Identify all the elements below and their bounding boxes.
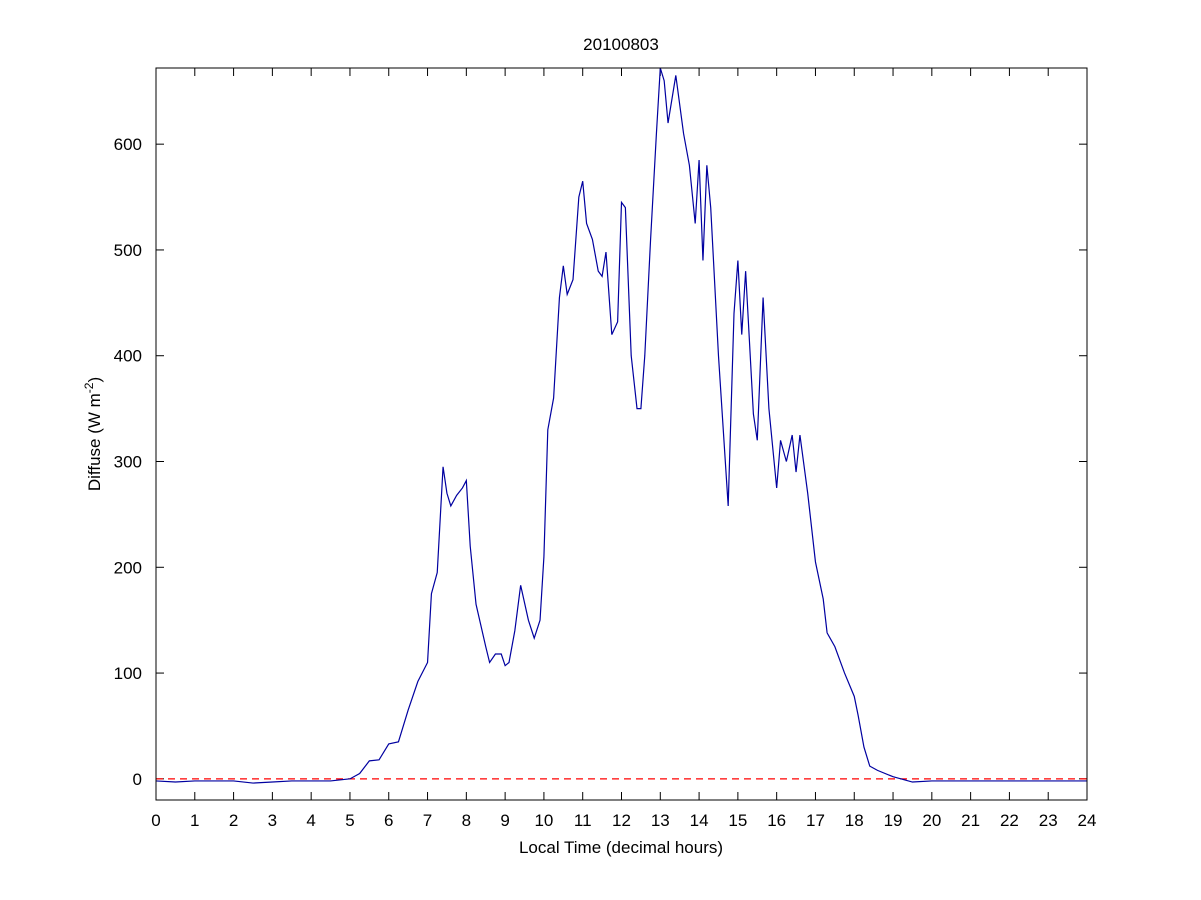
x-tick-label: 17 <box>806 811 825 830</box>
x-tick-label: 14 <box>690 811 709 830</box>
x-tick-label: 2 <box>229 811 238 830</box>
x-tick-label: 3 <box>268 811 277 830</box>
x-tick-label: 23 <box>1039 811 1058 830</box>
data-line <box>155 67 1087 784</box>
chart-title: 20100803 <box>583 35 659 54</box>
x-tick-label: 16 <box>767 811 786 830</box>
x-tick-label: 9 <box>500 811 509 830</box>
x-tick-label: 20 <box>922 811 941 830</box>
y-tick-label: 600 <box>114 135 142 154</box>
x-axis-label: Local Time (decimal hours) <box>519 838 723 857</box>
x-tick-label: 10 <box>534 811 553 830</box>
x-tick-label: 4 <box>306 811 315 830</box>
x-tick-label: 19 <box>884 811 903 830</box>
x-tick-label: 1 <box>190 811 199 830</box>
x-tick-label: 11 <box>574 811 592 830</box>
x-tick-label: 12 <box>612 811 631 830</box>
x-tick-label: 0 <box>151 811 160 830</box>
x-tick-label: 18 <box>845 811 864 830</box>
y-tick-label: 400 <box>114 347 142 366</box>
y-axis-label: Diffuse (W m-2) <box>82 377 104 491</box>
y-tick-label: 0 <box>133 770 142 789</box>
y-label-suffix: ) <box>85 377 104 383</box>
y-label-sup: -2 <box>82 382 96 393</box>
y-label-text: Diffuse (W m <box>85 393 104 491</box>
x-tick-label: 22 <box>1000 811 1019 830</box>
y-tick-label: 300 <box>114 453 142 472</box>
y-tick-label: 200 <box>114 558 142 577</box>
x-tick-label: 15 <box>728 811 747 830</box>
plot-frame <box>155 67 1088 801</box>
x-tick-label: 21 <box>961 811 980 830</box>
x-tick-label: 5 <box>345 811 354 830</box>
x-tick-label: 13 <box>651 811 670 830</box>
y-tick-label: 100 <box>114 664 142 683</box>
x-tick-label: 7 <box>423 811 432 830</box>
y-tick-label: 500 <box>114 241 142 260</box>
x-tick-label: 24 <box>1078 811 1097 830</box>
x-tick-label: 8 <box>462 811 471 830</box>
x-tick-label: 6 <box>384 811 393 830</box>
